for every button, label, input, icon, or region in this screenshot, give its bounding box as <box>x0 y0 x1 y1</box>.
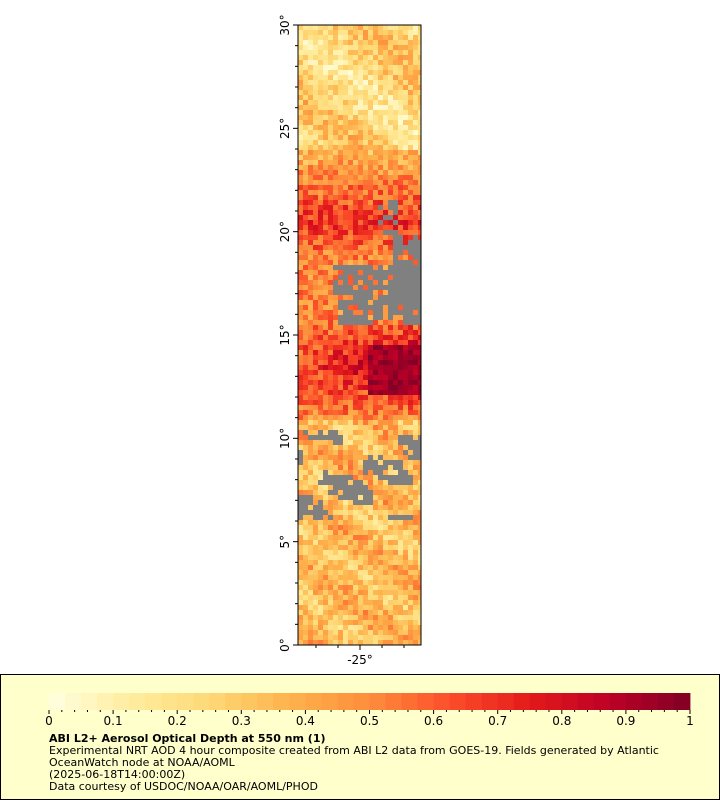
colorbar-cell <box>305 693 322 710</box>
colorbar-cells <box>49 693 691 710</box>
latitude-axis: 0° 5° 10° 15° 20° 25° 30° <box>278 14 298 652</box>
colorbar-cell <box>513 693 531 710</box>
colorbar-cell <box>97 693 114 710</box>
lat-tick-label-0: 0° <box>278 638 292 652</box>
colorbar-cell <box>321 693 338 710</box>
colorbar-cell <box>129 693 146 710</box>
colorbar-cell <box>465 693 483 710</box>
colorbar-cell <box>385 693 402 710</box>
colorbar-tick-label-7: 0.7 <box>488 714 507 728</box>
legend-description: Experimental NRT AOD 4 hour composite cr… <box>49 744 659 769</box>
colorbar-tick-label-5: 0.5 <box>360 714 379 728</box>
colorbar-cell <box>177 693 194 710</box>
map-area: 0° 5° 10° 15° 20° 25° 30° -25° <box>0 0 720 672</box>
colorbar-cell <box>161 693 178 710</box>
colorbar-cell <box>529 693 547 710</box>
colorbar-tick-label-6: 0.6 <box>424 714 443 728</box>
legend-title: ABI L2+ Aerosol Optical Depth at 550 nm … <box>49 732 326 745</box>
colorbar-cell <box>401 693 418 710</box>
colorbar-cell <box>657 693 675 710</box>
colorbar-cell <box>369 693 386 710</box>
lat-tick-label-6: 30° <box>278 14 292 35</box>
colorbar-cell <box>81 693 98 710</box>
colorbar: 0 0.1 0.2 0.3 0.4 0.5 0.6 0.7 0.8 0.9 1 <box>45 693 694 728</box>
colorbar-ticks: 0 0.1 0.2 0.3 0.4 0.5 0.6 0.7 0.8 0.9 1 <box>45 710 694 728</box>
colorbar-cell <box>145 693 162 710</box>
colorbar-cell <box>113 693 130 710</box>
colorbar-cell <box>225 693 242 710</box>
colorbar-cell <box>257 693 274 710</box>
minor-ticks <box>295 45 298 625</box>
colorbar-cell <box>449 693 467 710</box>
colorbar-cell <box>497 693 515 710</box>
colorbar-tick-label-9: 0.9 <box>616 714 635 728</box>
legend-panel: 0 0.1 0.2 0.3 0.4 0.5 0.6 0.7 0.8 0.9 1 ABI L2+ Ae… <box>0 674 720 800</box>
legend-credit: Data courtesy of USDOC/NOAA/OAR/AOML/PHO… <box>49 780 318 793</box>
colorbar-cell <box>273 693 290 710</box>
colorbar-cell <box>49 693 66 710</box>
aod-map[interactable]: 0° 5° 10° 15° 20° 25° 30° -25° <box>0 0 720 672</box>
colorbar-tick-label-0: 0 <box>45 714 53 728</box>
colorbar-tick-label-8: 0.8 <box>552 714 571 728</box>
legend-text: ABI L2+ Aerosol Optical Depth at 550 nm … <box>49 733 689 793</box>
lat-tick-label-3: 15° <box>278 324 292 345</box>
colorbar-tick-label-3: 0.3 <box>232 714 251 728</box>
colorbar-cell <box>193 693 210 710</box>
colorbar-cell <box>289 693 306 710</box>
longitude-axis: -25° <box>315 645 405 667</box>
colorbar-cell <box>673 693 691 710</box>
colorbar-cell <box>209 693 226 710</box>
colorbar-cell <box>433 693 451 710</box>
legend-timestamp: (2025-06-18T14:00:00Z) <box>49 768 186 781</box>
lat-tick-label-2: 10° <box>278 428 292 449</box>
colorbar-cell <box>417 693 434 710</box>
colorbar-cell <box>577 693 595 710</box>
colorbar-cell <box>625 693 643 710</box>
colorbar-cell <box>481 693 499 710</box>
colorbar-cell <box>65 693 82 710</box>
colorbar-cell <box>609 693 627 710</box>
aod-data-strip <box>298 25 421 645</box>
colorbar-tick-label-10: 1 <box>686 714 694 728</box>
lat-tick-label-5: 25° <box>278 118 292 139</box>
colorbar-tick-label-4: 0.4 <box>296 714 315 728</box>
colorbar-cell <box>561 693 579 710</box>
lon-tick-label-0: -25° <box>347 653 373 667</box>
colorbar-cell <box>337 693 354 710</box>
colorbar-tick-label-2: 0.2 <box>168 714 187 728</box>
colorbar-tick-label-1: 0.1 <box>104 714 123 728</box>
lat-tick-label-1: 5° <box>278 535 292 549</box>
colorbar-cell <box>545 693 563 710</box>
colorbar-cell <box>353 693 370 710</box>
colorbar-cell <box>593 693 611 710</box>
colorbar-cell <box>641 693 659 710</box>
lat-tick-label-4: 20° <box>278 221 292 242</box>
colorbar-cell <box>241 693 258 710</box>
